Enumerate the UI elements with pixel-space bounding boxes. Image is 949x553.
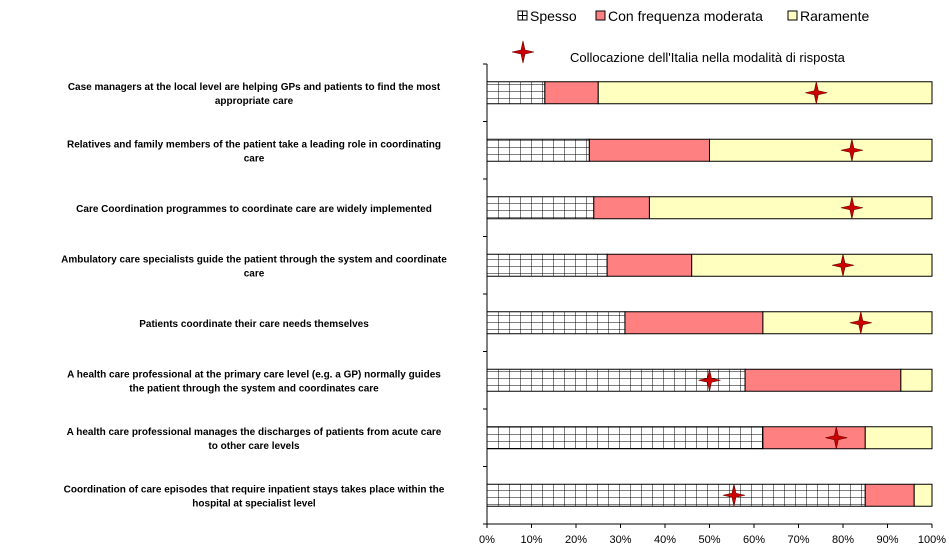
italy-marker	[698, 369, 721, 392]
bar-segment-moderata	[864, 483, 915, 507]
x-axis: 0% 10% 20% 30% 40% 50% 60% 70% 80% 90% 100%	[479, 63, 946, 546]
legend-marker-icon	[511, 40, 535, 64]
bar-segment-spesso	[486, 426, 764, 450]
bar-segment-raramente	[913, 483, 933, 507]
legend-label: Con frequenza moderata	[608, 8, 763, 24]
x-tick-label: 40%	[654, 534, 676, 546]
x-tick-label: 50%	[698, 534, 720, 546]
category-label: A health care professional manages the d…	[67, 427, 442, 452]
bar-segment-moderata	[588, 138, 710, 162]
legend-label: Spesso	[530, 8, 577, 24]
bar-segment-spesso	[486, 311, 626, 335]
bars	[486, 81, 933, 507]
x-tick-label: 70%	[787, 534, 809, 546]
category-label: Case managers at the local level are hel…	[68, 82, 441, 107]
bar-segment-spesso	[486, 196, 595, 220]
category-label: Relatives and family members of the pati…	[67, 139, 441, 164]
bar-segment-spesso	[486, 253, 608, 277]
legend-swatch	[787, 10, 798, 21]
bar-segment-raramente	[864, 426, 933, 450]
x-tick-label: 100%	[918, 534, 946, 546]
category-labels: Case managers at the local level are hel…	[61, 82, 447, 510]
bar-segment-raramente	[762, 311, 933, 335]
bar-segment-raramente	[597, 81, 933, 105]
italy-marker	[849, 311, 872, 334]
x-tick-label: 20%	[565, 534, 587, 546]
italy-marker	[840, 196, 863, 219]
bar-segment-moderata	[762, 426, 866, 450]
italy-marker	[825, 426, 848, 449]
bar-segment-moderata	[544, 81, 599, 105]
legend-marker-label: Collocazione dell'Italia nella modalità …	[570, 50, 846, 65]
bar-segment-moderata	[606, 253, 693, 277]
bar-segment-spesso	[486, 483, 866, 507]
bar-segment-raramente	[900, 368, 933, 392]
bar-segment-spesso	[486, 81, 546, 105]
bar-segment-moderata	[744, 368, 902, 392]
italy-marker	[840, 139, 863, 162]
legend-swatch	[595, 10, 606, 21]
x-tick-label: 30%	[609, 534, 631, 546]
legend-swatch-spesso	[517, 10, 528, 21]
italy-marker	[722, 484, 746, 507]
x-tick-label: 80%	[832, 534, 854, 546]
legend: Spesso Con frequenza moderata Raramente Col…	[511, 8, 869, 65]
category-label: A health care professional at the primar…	[67, 369, 441, 394]
category-label: Care Coordination programmes to coordina…	[76, 204, 432, 215]
italy-marker	[805, 81, 828, 104]
bar-segment-raramente	[709, 138, 933, 162]
x-tick-label: 10%	[520, 534, 542, 546]
bar-segment-moderata	[593, 196, 650, 220]
bar-segment-moderata	[624, 311, 764, 335]
x-tick-label: 0%	[479, 534, 495, 546]
x-tick-label: 60%	[743, 534, 765, 546]
markers	[698, 81, 872, 507]
category-label: Ambulatory care specialists guide the pa…	[61, 254, 447, 279]
legend-label: Raramente	[800, 8, 869, 24]
italy-marker	[831, 254, 855, 277]
category-label: Coordination of care episodes that requi…	[64, 484, 445, 509]
bar-segment-spesso	[486, 138, 590, 162]
bar-segment-raramente	[691, 253, 933, 277]
bar-segment-raramente	[648, 196, 933, 220]
x-tick-label: 90%	[876, 534, 898, 546]
category-label: Patients coordinate their care needs the…	[139, 319, 369, 330]
